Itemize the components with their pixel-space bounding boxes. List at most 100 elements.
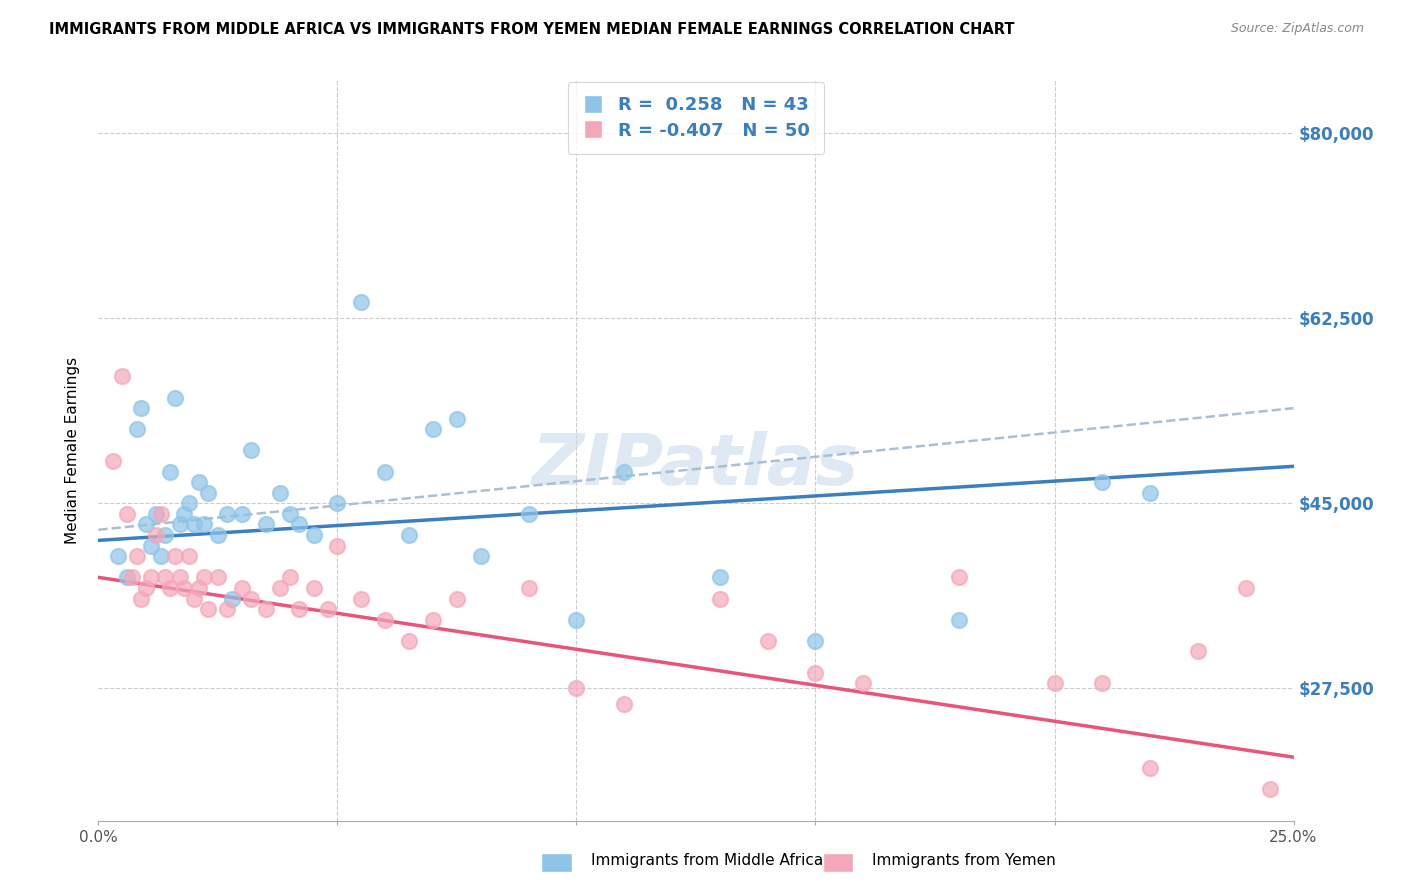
Y-axis label: Median Female Earnings: Median Female Earnings (65, 357, 80, 544)
Point (107, 549, 129, 564)
Point (231, 507, 253, 521)
Point (709, 570, 731, 584)
Point (159, 465, 181, 479)
Point (135, 581, 157, 595)
Point (269, 581, 291, 595)
Point (145, 528, 167, 542)
Point (1234, 581, 1257, 595)
Point (115, 570, 138, 584)
Point (288, 602, 311, 616)
Point (179, 496, 201, 510)
Point (398, 633, 420, 648)
Point (1091, 676, 1114, 690)
Point (613, 698, 636, 712)
Point (278, 507, 301, 521)
Point (804, 633, 827, 648)
Point (350, 295, 373, 310)
Point (121, 570, 143, 584)
Point (948, 613, 970, 627)
Point (1139, 485, 1161, 500)
Point (470, 549, 492, 564)
Point (254, 602, 277, 616)
Point (115, 507, 138, 521)
Point (254, 517, 277, 532)
Point (221, 591, 243, 606)
Point (326, 496, 349, 510)
Point (149, 507, 172, 521)
Point (374, 613, 396, 627)
Point (350, 591, 373, 606)
Point (1258, 781, 1281, 796)
Point (173, 581, 195, 595)
Point (183, 517, 205, 532)
Point (217, 507, 239, 521)
Point (193, 570, 215, 584)
Point (101, 454, 124, 468)
Point (398, 528, 420, 542)
Point (756, 633, 779, 648)
Point (187, 475, 209, 490)
Point (422, 613, 444, 627)
Text: Source: ZipAtlas.com: Source: ZipAtlas.com (1230, 22, 1364, 36)
Point (948, 570, 970, 584)
Point (125, 422, 148, 436)
Point (139, 570, 162, 584)
Point (804, 665, 827, 680)
Point (1091, 475, 1114, 490)
Point (302, 528, 325, 542)
Point (131, 591, 153, 606)
Point (613, 465, 636, 479)
Point (517, 507, 540, 521)
Point (302, 581, 325, 595)
Point (187, 581, 209, 595)
Point (193, 517, 215, 532)
Legend: R =  0.258   N = 43, R = -0.407   N = 50: R = 0.258 N = 43, R = -0.407 N = 50 (568, 82, 824, 154)
Point (852, 676, 875, 690)
Point (111, 369, 134, 384)
Point (197, 485, 219, 500)
Point (278, 570, 301, 584)
Point (207, 528, 229, 542)
Point (163, 391, 186, 405)
Point (269, 485, 291, 500)
Point (446, 591, 468, 606)
Text: Immigrants from Middle Africa: Immigrants from Middle Africa (591, 854, 823, 868)
Point (169, 517, 191, 532)
Text: Immigrants from Yemen: Immigrants from Yemen (872, 854, 1056, 868)
Point (163, 549, 186, 564)
Point (1187, 644, 1209, 658)
Point (374, 465, 396, 479)
Point (173, 507, 195, 521)
Point (179, 549, 201, 564)
Point (217, 602, 239, 616)
Point (517, 581, 540, 595)
Point (207, 570, 229, 584)
Text: ZIPatlas: ZIPatlas (533, 431, 859, 500)
Point (183, 591, 205, 606)
Point (565, 613, 588, 627)
Point (135, 517, 157, 532)
Point (159, 581, 181, 595)
Point (1139, 761, 1161, 775)
Point (139, 539, 162, 553)
Point (155, 570, 177, 584)
Point (240, 443, 263, 458)
Point (1043, 676, 1066, 690)
Text: IMMIGRANTS FROM MIDDLE AFRICA VS IMMIGRANTS FROM YEMEN MEDIAN FEMALE EARNINGS CO: IMMIGRANTS FROM MIDDLE AFRICA VS IMMIGRA… (49, 22, 1015, 37)
Point (565, 681, 588, 696)
Point (240, 591, 263, 606)
Point (131, 401, 153, 416)
Point (169, 570, 191, 584)
Point (316, 602, 339, 616)
Point (288, 517, 311, 532)
Point (422, 422, 444, 436)
Point (231, 581, 253, 595)
Point (197, 602, 219, 616)
Point (446, 411, 468, 425)
Point (145, 507, 167, 521)
Point (149, 549, 172, 564)
Point (125, 549, 148, 564)
Point (155, 528, 177, 542)
Point (326, 539, 349, 553)
Point (709, 591, 731, 606)
